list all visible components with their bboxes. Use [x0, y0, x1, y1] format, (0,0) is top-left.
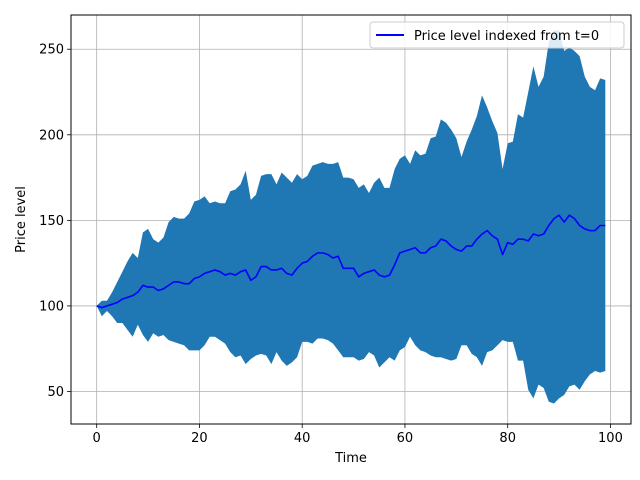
axes-frame	[70, 14, 632, 425]
x-tick-label: 40	[294, 431, 311, 446]
y-tick-label: 200	[39, 128, 64, 143]
x-tick-label: 20	[191, 431, 208, 446]
y-axis-label: Price level	[14, 186, 29, 253]
price-line-series	[96, 214, 606, 309]
x-axis-ticks: 0 20 40 60 80 100	[93, 424, 623, 446]
x-tick-label: 100	[598, 431, 623, 446]
y-tick-label: 50	[47, 385, 64, 400]
price-band-area	[96, 30, 606, 404]
x-tick-label: 60	[397, 431, 414, 446]
legend-label: Price level indexed from t=0	[414, 29, 599, 44]
y-tick-label: 150	[39, 214, 64, 229]
y-tick-label: 250	[39, 43, 64, 58]
x-axis-label: Time	[334, 451, 367, 466]
legend: Price level indexed from t=0	[369, 21, 625, 49]
y-tick-label: 100	[39, 299, 64, 314]
y-axis-ticks: 50 100 150 200 250	[39, 43, 71, 400]
x-tick-label: 0	[93, 431, 101, 446]
x-tick-label: 80	[499, 431, 516, 446]
legend-box	[369, 21, 625, 49]
